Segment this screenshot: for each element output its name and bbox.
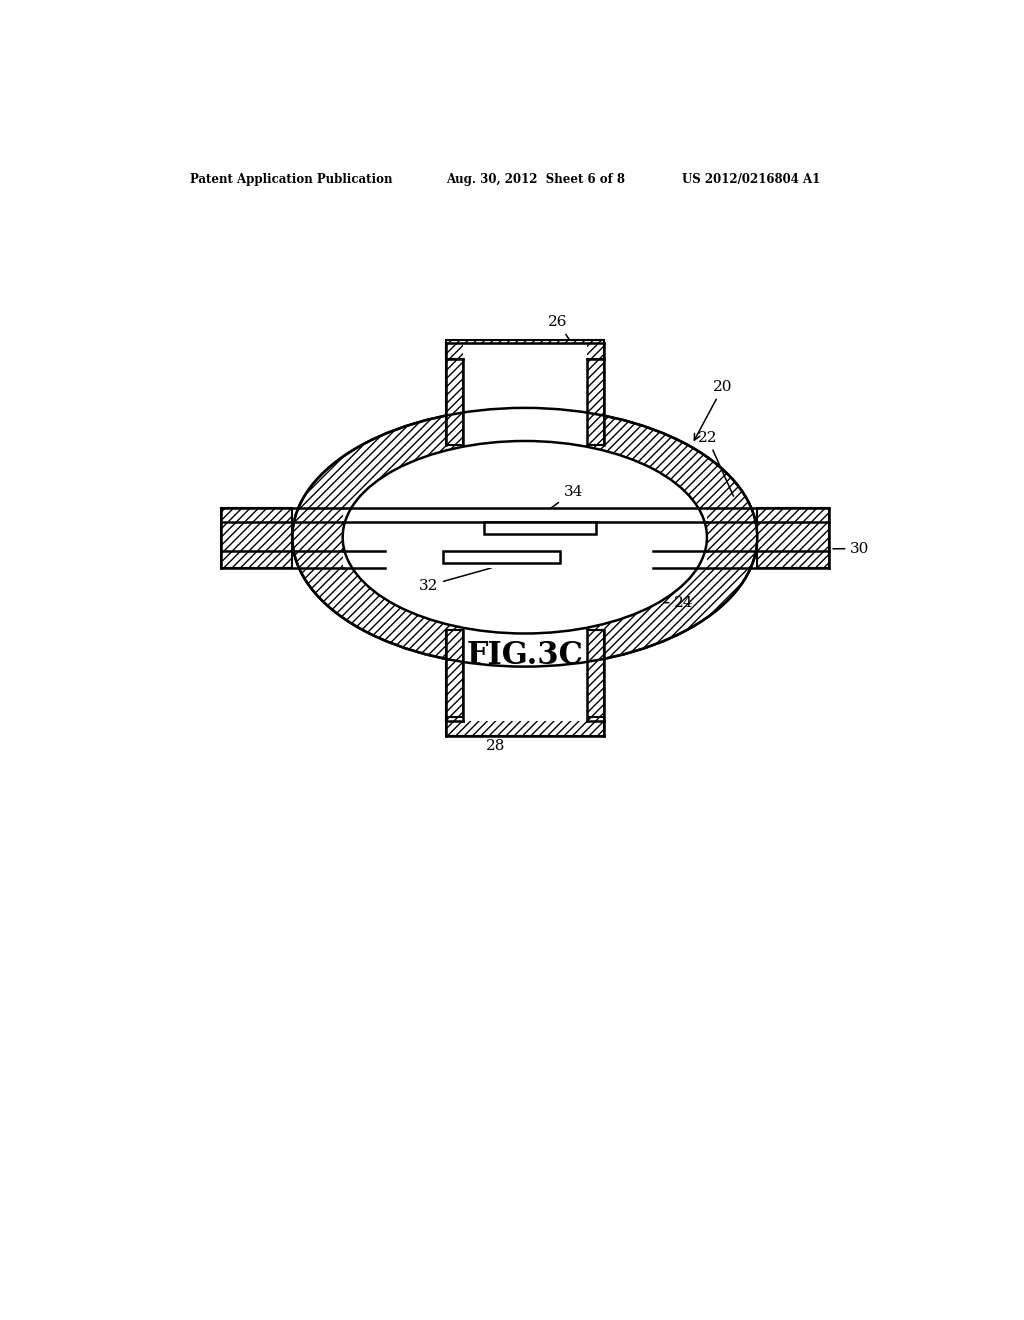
Text: 24: 24 bbox=[665, 595, 694, 610]
Bar bbox=[343, 508, 707, 568]
Text: 34: 34 bbox=[539, 484, 583, 517]
Bar bbox=[463, 630, 587, 721]
Text: 32: 32 bbox=[419, 568, 492, 593]
Text: Patent Application Publication: Patent Application Publication bbox=[190, 173, 392, 186]
Text: 26: 26 bbox=[548, 315, 582, 358]
Bar bbox=[445, 630, 463, 721]
Text: 20: 20 bbox=[694, 380, 732, 440]
Bar bbox=[587, 343, 604, 445]
Ellipse shape bbox=[292, 408, 758, 667]
Bar bbox=[445, 341, 604, 359]
Bar bbox=[343, 521, 707, 552]
Text: 28: 28 bbox=[477, 734, 506, 752]
Text: 22: 22 bbox=[697, 430, 733, 496]
Bar bbox=[463, 343, 587, 445]
Text: Aug. 30, 2012  Sheet 6 of 8: Aug. 30, 2012 Sheet 6 of 8 bbox=[445, 173, 625, 186]
Bar bbox=[221, 508, 292, 568]
Bar bbox=[445, 718, 604, 737]
Bar bbox=[758, 508, 828, 568]
Text: 30: 30 bbox=[833, 541, 869, 556]
Bar bbox=[484, 521, 597, 535]
Bar bbox=[445, 343, 463, 445]
Bar bbox=[343, 552, 707, 568]
Ellipse shape bbox=[343, 441, 707, 634]
Bar bbox=[443, 552, 560, 564]
Bar bbox=[587, 630, 604, 721]
Text: FIG.3C: FIG.3C bbox=[466, 640, 584, 671]
Text: US 2012/0216804 A1: US 2012/0216804 A1 bbox=[682, 173, 820, 186]
Bar bbox=[343, 508, 707, 521]
